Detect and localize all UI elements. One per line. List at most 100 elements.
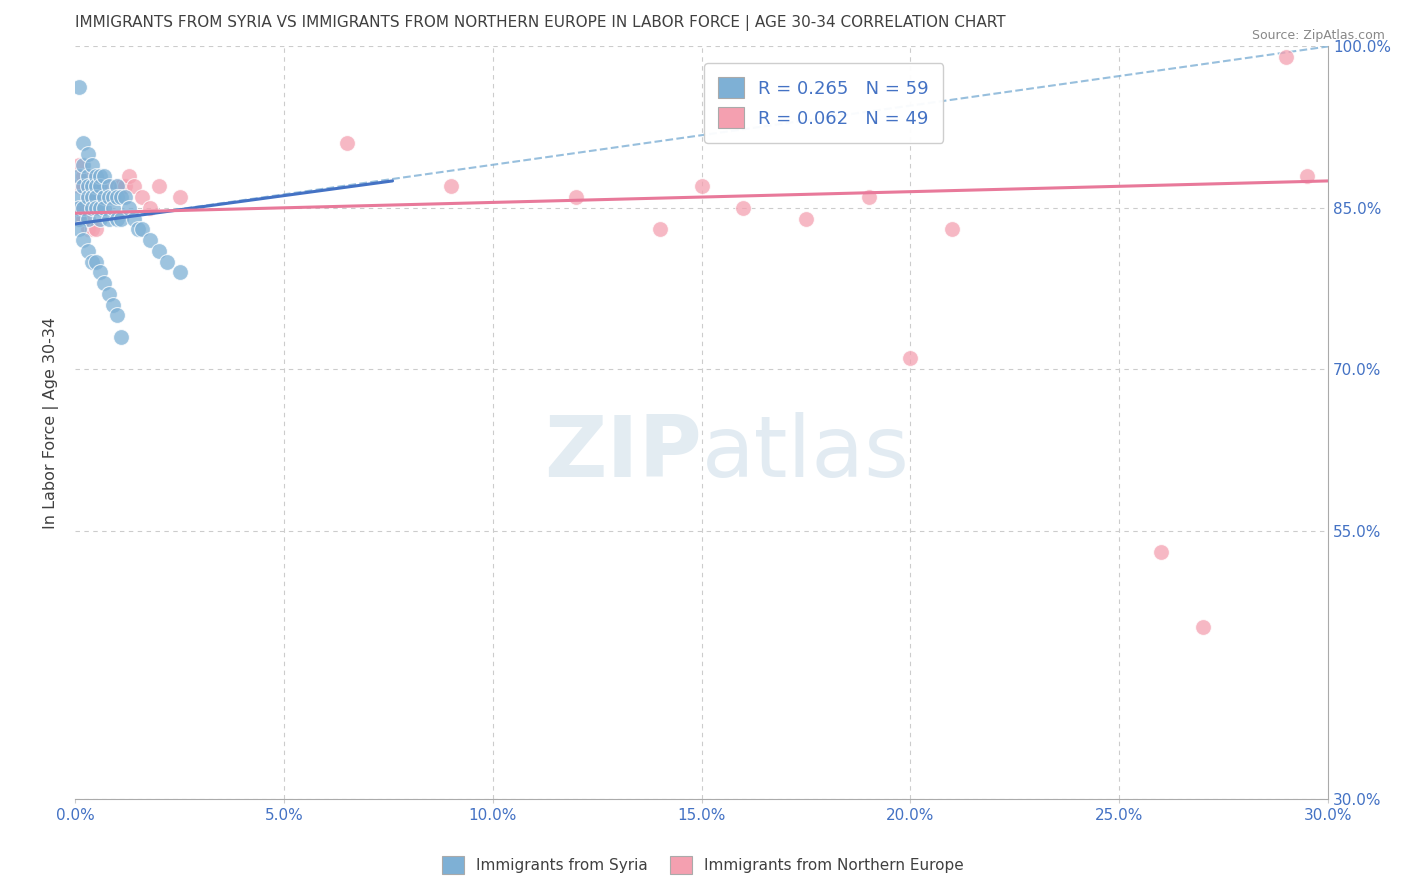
Point	[93, 201, 115, 215]
Text: ZIP: ZIP	[544, 411, 702, 494]
Point	[72, 233, 94, 247]
Point	[76, 222, 98, 236]
Legend: Immigrants from Syria, Immigrants from Northern Europe: Immigrants from Syria, Immigrants from N…	[436, 850, 970, 880]
Point	[72, 211, 94, 226]
Point	[139, 233, 162, 247]
Point	[80, 179, 103, 194]
Point	[89, 179, 111, 194]
Point	[93, 276, 115, 290]
Point	[76, 169, 98, 183]
Point	[118, 169, 141, 183]
Point	[80, 201, 103, 215]
Point	[97, 179, 120, 194]
Point	[89, 211, 111, 226]
Point	[733, 201, 755, 215]
Point	[101, 190, 124, 204]
Point	[72, 201, 94, 215]
Point	[67, 158, 90, 172]
Point	[93, 169, 115, 183]
Point	[122, 211, 145, 226]
Point	[72, 136, 94, 151]
Point	[84, 179, 107, 194]
Text: atlas: atlas	[702, 411, 910, 494]
Point	[67, 222, 90, 236]
Point	[97, 211, 120, 226]
Point	[67, 201, 90, 215]
Point	[84, 169, 107, 183]
Point	[89, 201, 111, 215]
Point	[67, 179, 90, 194]
Point	[156, 254, 179, 268]
Point	[93, 190, 115, 204]
Point	[1150, 545, 1173, 559]
Point	[93, 179, 115, 194]
Point	[67, 211, 90, 226]
Point	[122, 179, 145, 194]
Point	[110, 190, 132, 204]
Point	[89, 265, 111, 279]
Point	[76, 179, 98, 194]
Point	[67, 211, 90, 226]
Point	[131, 190, 153, 204]
Point	[118, 201, 141, 215]
Point	[110, 179, 132, 194]
Point	[76, 190, 98, 204]
Point	[80, 179, 103, 194]
Point	[80, 201, 103, 215]
Point	[169, 190, 191, 204]
Point	[84, 179, 107, 194]
Point	[148, 179, 170, 194]
Point	[67, 169, 90, 183]
Point	[648, 222, 671, 236]
Point	[80, 190, 103, 204]
Point	[114, 179, 136, 194]
Point	[80, 254, 103, 268]
Point	[72, 179, 94, 194]
Point	[76, 244, 98, 258]
Point	[690, 179, 713, 194]
Point	[76, 190, 98, 204]
Point	[97, 286, 120, 301]
Point	[89, 169, 111, 183]
Point	[131, 222, 153, 236]
Point	[101, 298, 124, 312]
Point	[76, 169, 98, 183]
Point	[76, 147, 98, 161]
Point	[67, 201, 90, 215]
Point	[148, 244, 170, 258]
Point	[941, 222, 963, 236]
Point	[336, 136, 359, 151]
Point	[1275, 50, 1298, 64]
Point	[97, 190, 120, 204]
Point	[97, 190, 120, 204]
Point	[105, 309, 128, 323]
Y-axis label: In Labor Force | Age 30-34: In Labor Force | Age 30-34	[44, 317, 59, 529]
Point	[114, 190, 136, 204]
Point	[110, 211, 132, 226]
Point	[67, 80, 90, 95]
Point	[93, 190, 115, 204]
Point	[72, 169, 94, 183]
Point	[72, 179, 94, 194]
Point	[1192, 620, 1215, 634]
Point	[105, 190, 128, 204]
Point	[84, 190, 107, 204]
Point	[80, 190, 103, 204]
Point	[794, 211, 817, 226]
Point	[72, 158, 94, 172]
Point	[97, 179, 120, 194]
Point	[84, 254, 107, 268]
Point	[101, 190, 124, 204]
Legend: R = 0.265   N = 59, R = 0.062   N = 49: R = 0.265 N = 59, R = 0.062 N = 49	[704, 63, 943, 143]
Point	[76, 211, 98, 226]
Point	[169, 265, 191, 279]
Point	[565, 190, 588, 204]
Point	[110, 330, 132, 344]
Point	[858, 190, 880, 204]
Point	[139, 201, 162, 215]
Point	[80, 158, 103, 172]
Point	[1296, 169, 1319, 183]
Point	[76, 179, 98, 194]
Point	[440, 179, 463, 194]
Text: Source: ZipAtlas.com: Source: ZipAtlas.com	[1251, 29, 1385, 43]
